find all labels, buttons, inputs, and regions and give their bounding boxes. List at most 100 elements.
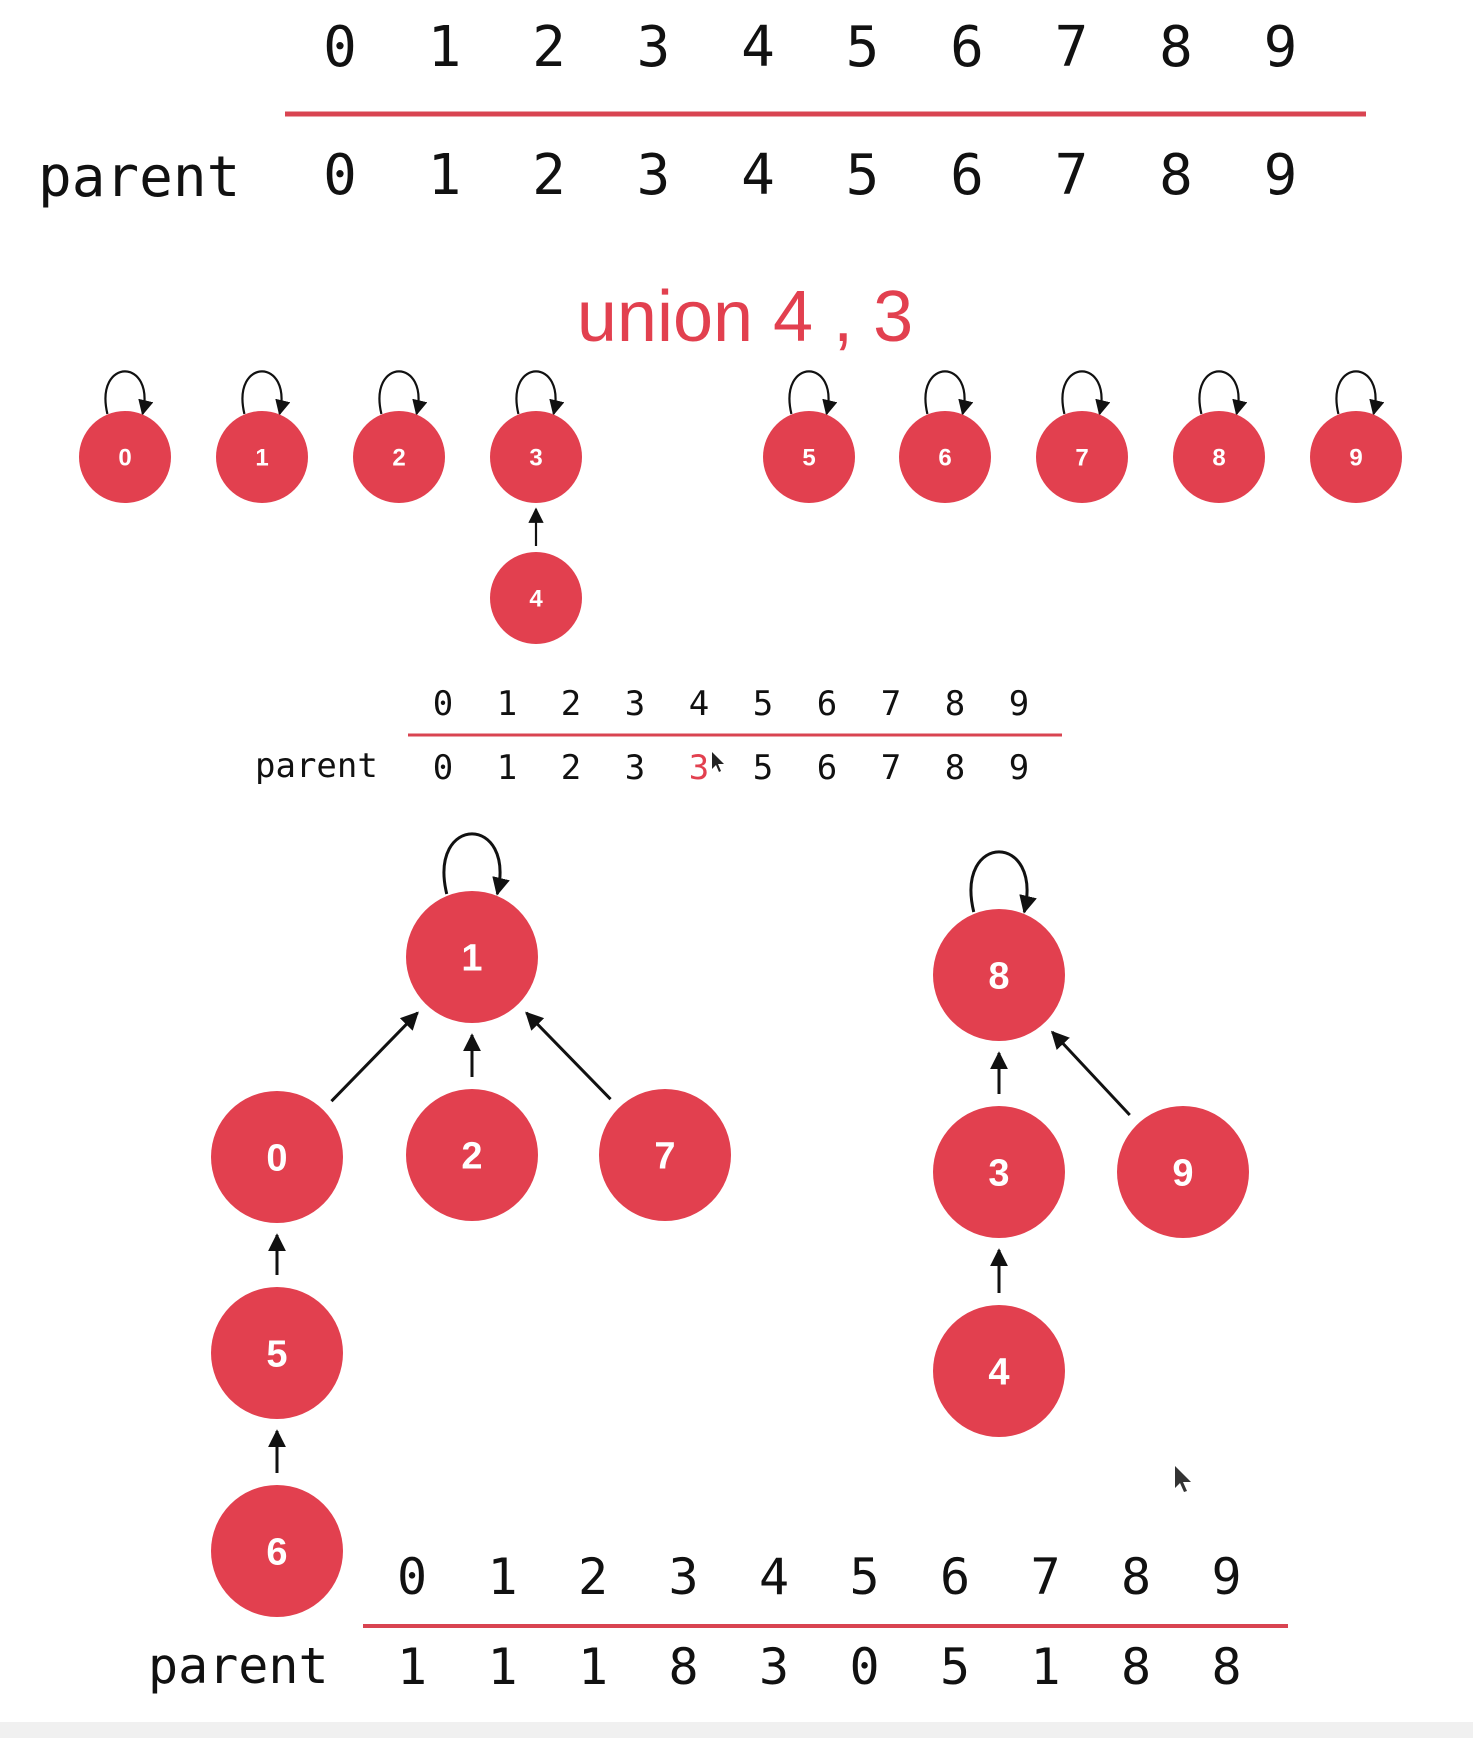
- middle-index-cell-0: 0: [433, 684, 453, 724]
- middle-parent-cell-6: 6: [817, 748, 837, 788]
- small-node-label-4: 4: [529, 586, 543, 613]
- top-index-cell-0: 0: [323, 15, 357, 80]
- large-node-label-0: 0: [266, 1138, 287, 1180]
- top-index-cell-3: 3: [637, 15, 671, 80]
- small-node-6: [899, 411, 991, 503]
- top-parent-cell-5: 5: [846, 143, 880, 208]
- middle-parent-cell-3: 3: [625, 748, 645, 788]
- bottom-parent-cell-9: 8: [1211, 1638, 1241, 1696]
- middle-parent-cell-8: 8: [945, 748, 965, 788]
- union-title: union 4 , 3: [577, 277, 913, 357]
- small-node-label-6: 6: [938, 445, 951, 472]
- bottom-parent-cell-0: 1: [397, 1638, 427, 1696]
- top-parent-cell-6: 6: [950, 143, 984, 208]
- small-node-4: [490, 552, 582, 644]
- large-node-label-4: 4: [988, 1352, 1009, 1394]
- large-self-loop-8: [969, 850, 1037, 914]
- large-node-3: [933, 1106, 1065, 1238]
- bottom-parent-cell-1: 1: [487, 1638, 517, 1696]
- large-node-label-6: 6: [266, 1532, 287, 1574]
- large-node-2: [406, 1089, 538, 1221]
- large-node-label-5: 5: [266, 1334, 287, 1376]
- bottom-index-cell-9: 9: [1211, 1548, 1241, 1606]
- small-node-8: [1173, 411, 1265, 503]
- large-self-loop-1: [442, 832, 510, 896]
- small-node-3: [490, 411, 582, 503]
- bottom-parent-label: parent: [148, 1637, 329, 1695]
- bottom-parent-table: 0 1 2 3 4 5 6 7 8 9 parent 1 1 1 8 3 0 5 1 8 8: [148, 1548, 1288, 1696]
- bottom-parent-cell-5: 0: [849, 1638, 879, 1696]
- top-index-cell-9: 9: [1264, 15, 1298, 80]
- middle-parent-cell-1: 1: [497, 748, 517, 788]
- middle-parent-cell-4: 3: [689, 748, 709, 788]
- middle-index-row: 0 1 2 3 4 5 6 7 8 9: [433, 684, 1029, 724]
- middle-parent-cell-2: 2: [561, 748, 581, 788]
- small-self-loop-9: [1335, 370, 1385, 416]
- small-self-loop-3: [515, 370, 565, 416]
- middle-parent-table: 0 1 2 3 4 5 6 7 8 9 parent 0 1 2 3 3 5 6 7 8 9: [255, 684, 1062, 788]
- top-index-cell-1: 1: [428, 15, 462, 80]
- top-parent-label: parent: [38, 145, 240, 210]
- top-index-cell-2: 2: [532, 15, 566, 80]
- small-self-loop-8: [1198, 370, 1248, 416]
- small-node-label-5: 5: [802, 445, 815, 472]
- small-node-label-1: 1: [255, 445, 268, 472]
- large-node-6: [211, 1485, 343, 1617]
- bottom-index-cell-2: 2: [578, 1548, 608, 1606]
- top-index-cell-6: 6: [950, 15, 984, 80]
- bottom-band: [0, 1722, 1473, 1738]
- top-parent-cell-7: 7: [1055, 143, 1089, 208]
- large-node-label-1: 1: [461, 938, 482, 980]
- large-node-label-7: 7: [654, 1136, 675, 1178]
- middle-index-cell-2: 2: [561, 684, 581, 724]
- top-parent-cell-2: 2: [532, 143, 566, 208]
- middle-parent-row: 0 1 2 3 3 5 6 7 8 9: [433, 748, 1029, 788]
- middle-index-cell-6: 6: [817, 684, 837, 724]
- bottom-index-cell-5: 5: [849, 1548, 879, 1606]
- bottom-parent-cell-8: 8: [1121, 1638, 1151, 1696]
- small-node-5: [763, 411, 855, 503]
- small-node-2: [353, 411, 445, 503]
- cursor-icon: [1175, 1466, 1191, 1492]
- middle-parent-label: parent: [255, 746, 378, 786]
- bottom-index-cell-1: 1: [487, 1548, 517, 1606]
- bottom-parent-cell-7: 1: [1030, 1638, 1060, 1696]
- middle-parent-cell-7: 7: [881, 748, 901, 788]
- small-node-label-3: 3: [529, 445, 542, 472]
- large-edge-7-to-1: [525, 1011, 612, 1101]
- small-node-9: [1310, 411, 1402, 503]
- forest-two-trees: 0 1 2 3 4 5 6 7 8 9: [211, 832, 1249, 1617]
- large-node-7: [599, 1089, 731, 1221]
- bottom-index-cell-0: 0: [397, 1548, 427, 1606]
- bottom-parent-cell-6: 5: [940, 1638, 970, 1696]
- large-node-label-8: 8: [988, 956, 1009, 998]
- top-parent-table: 0 1 2 3 4 5 6 7 8 9 parent 0 1 2 3 4 5 6 7 8 9: [38, 15, 1366, 210]
- bottom-index-cell-4: 4: [759, 1548, 789, 1606]
- middle-index-cell-8: 8: [945, 684, 965, 724]
- top-index-cell-7: 7: [1055, 15, 1089, 80]
- bottom-parent-cell-2: 1: [578, 1638, 608, 1696]
- middle-index-cell-7: 7: [881, 684, 901, 724]
- bottom-parent-cell-4: 3: [759, 1638, 789, 1696]
- middle-parent-cell-0: 0: [433, 748, 453, 788]
- top-parent-row: 0 1 2 3 4 5 6 7 8 9: [323, 143, 1297, 208]
- top-index-cell-5: 5: [846, 15, 880, 80]
- small-self-loop-7: [1061, 370, 1111, 416]
- bottom-index-row: 0 1 2 3 4 5 6 7 8 9: [397, 1548, 1242, 1606]
- small-node-1: [216, 411, 308, 503]
- bottom-index-cell-8: 8: [1121, 1548, 1151, 1606]
- small-node-0: [79, 411, 171, 503]
- large-node-5: [211, 1287, 343, 1419]
- top-index-row: 0 1 2 3 4 5 6 7 8 9: [323, 15, 1297, 80]
- middle-parent-cell-9: 9: [1009, 748, 1029, 788]
- large-node-8: [933, 909, 1065, 1041]
- bottom-parent-cell-3: 8: [668, 1638, 698, 1696]
- small-self-loop-5: [788, 370, 838, 416]
- small-node-7: [1036, 411, 1128, 503]
- middle-index-cell-3: 3: [625, 684, 645, 724]
- small-node-label-0: 0: [118, 445, 131, 472]
- bottom-index-cell-6: 6: [940, 1548, 970, 1606]
- bottom-parent-row: 1 1 1 8 3 0 5 1 8 8: [397, 1638, 1242, 1696]
- large-node-label-3: 3: [988, 1153, 1009, 1195]
